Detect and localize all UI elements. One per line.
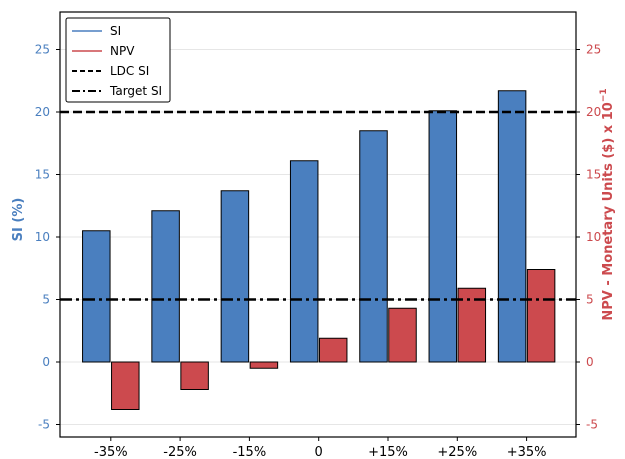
x-tick-label: +35% — [507, 445, 547, 459]
y-tick-label-right: 15 — [586, 168, 601, 182]
x-tick-label: +25% — [437, 445, 477, 459]
legend-label-si: SI — [110, 24, 121, 38]
bar-si-0 — [289, 160, 319, 363]
y-tick-label-right: 0 — [586, 355, 594, 369]
bar-npv-35 — [111, 361, 140, 410]
y-tick-label-right: 25 — [586, 43, 601, 57]
bar-npv-0 — [318, 337, 348, 363]
y-axis-title-right: NPV - Monetary Units ($) x 10−1 — [599, 88, 616, 320]
bar-si-35 — [497, 90, 527, 363]
bar-si-15 — [220, 190, 250, 363]
y-tick-label-left: 20 — [35, 105, 50, 119]
y-tick-label-left: 25 — [35, 43, 50, 57]
reference-lines — [60, 110, 576, 301]
y-tick-label-right: 20 — [586, 105, 601, 119]
y-axis-title-right-exponent: −1 — [599, 88, 609, 102]
legend-label-npv: NPV — [110, 44, 135, 58]
ticks: -5 -5 0 0 5 5 10 10 15 15 20 20 25 25 -35% -25% -15% 0 +15… — [35, 43, 602, 459]
x-tick-label: 0 — [315, 445, 323, 459]
legend-label-ldc-si: LDC SI — [110, 64, 149, 78]
y-tick-label-left: 0 — [42, 355, 50, 369]
bar-si-25 — [428, 110, 458, 363]
y-tick-label-left: 10 — [35, 230, 50, 244]
bar-npv-15 — [249, 361, 279, 369]
bar-npv-15 — [388, 307, 417, 363]
legend-box — [65, 17, 171, 103]
x-tick-label: -25% — [163, 445, 197, 459]
y-tick-label-left: 15 — [35, 168, 50, 182]
bar-si-25 — [151, 210, 180, 363]
y-tick-label-right: 5 — [586, 293, 594, 307]
y-axis-title-left: SI (%) — [11, 198, 26, 242]
bars — [82, 90, 556, 410]
x-tick-label: -35% — [94, 445, 128, 459]
x-tick-label: -15% — [233, 445, 267, 459]
bar-si-15 — [359, 130, 388, 363]
plot-frame — [59, 11, 577, 438]
legend-label-target-si: Target SI — [109, 84, 162, 98]
legend: SI NPV LDC SI Target SI — [65, 17, 171, 103]
y-axis-title-right-text: NPV - Monetary Units ($) x 10 — [601, 102, 616, 320]
bar-npv-35 — [526, 269, 556, 363]
y-tick-label-left: -5 — [38, 418, 50, 432]
x-tick-label: +15% — [368, 445, 408, 459]
y-tick-label-left: 5 — [42, 293, 50, 307]
bar-npv-25 — [180, 361, 209, 390]
y-tick-label-right: -5 — [586, 418, 598, 432]
bar-si-35 — [82, 230, 111, 363]
y-tick-label-right: 10 — [586, 230, 601, 244]
